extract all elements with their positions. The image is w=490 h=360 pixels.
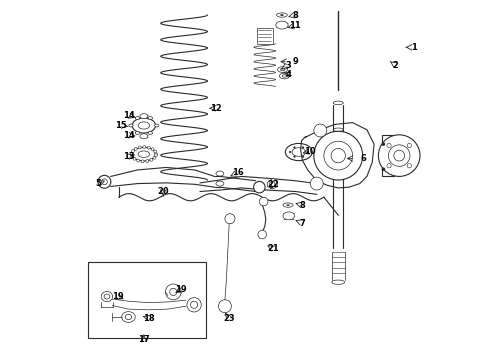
Text: 14: 14 (122, 131, 134, 140)
Circle shape (382, 142, 385, 146)
Circle shape (407, 143, 412, 148)
Text: 18: 18 (143, 314, 155, 323)
Ellipse shape (276, 13, 287, 17)
Circle shape (137, 159, 140, 162)
Circle shape (407, 163, 412, 168)
Text: 20: 20 (157, 187, 169, 196)
Circle shape (306, 151, 309, 153)
Circle shape (302, 146, 304, 148)
Circle shape (147, 146, 150, 149)
Text: 1: 1 (411, 43, 416, 52)
Ellipse shape (286, 204, 290, 206)
Circle shape (153, 156, 156, 159)
Circle shape (138, 146, 141, 149)
Text: 12: 12 (210, 104, 222, 113)
Text: 7: 7 (299, 219, 305, 228)
Circle shape (133, 157, 136, 160)
Circle shape (154, 154, 157, 157)
Ellipse shape (148, 131, 152, 134)
Circle shape (378, 135, 420, 176)
Ellipse shape (140, 114, 148, 119)
Circle shape (289, 151, 291, 153)
Circle shape (387, 143, 391, 148)
Ellipse shape (132, 118, 155, 133)
Ellipse shape (276, 21, 288, 29)
Text: 9: 9 (293, 57, 298, 66)
Circle shape (258, 230, 267, 239)
Text: 2: 2 (392, 61, 398, 70)
Ellipse shape (280, 14, 284, 16)
Polygon shape (267, 178, 277, 189)
Circle shape (219, 300, 231, 313)
Ellipse shape (122, 312, 135, 322)
Ellipse shape (140, 134, 148, 139)
Circle shape (98, 175, 111, 188)
Ellipse shape (283, 212, 294, 220)
Ellipse shape (135, 117, 140, 120)
Text: 5: 5 (95, 179, 101, 188)
Ellipse shape (101, 292, 113, 302)
Circle shape (294, 146, 295, 148)
Text: 14: 14 (122, 111, 134, 120)
Text: 19: 19 (112, 292, 123, 301)
Circle shape (154, 150, 157, 153)
Circle shape (143, 145, 146, 148)
Circle shape (382, 167, 385, 171)
Circle shape (130, 152, 133, 155)
Circle shape (387, 163, 391, 168)
Circle shape (141, 160, 144, 163)
Ellipse shape (278, 67, 288, 72)
Circle shape (187, 298, 201, 312)
Circle shape (166, 284, 181, 300)
Bar (382, 135, 394, 176)
Text: 10: 10 (304, 147, 316, 156)
Ellipse shape (216, 181, 224, 186)
Bar (88, 262, 206, 338)
Ellipse shape (155, 124, 159, 127)
Ellipse shape (132, 147, 155, 161)
Ellipse shape (129, 124, 133, 127)
Text: 15: 15 (116, 121, 127, 130)
Circle shape (254, 181, 265, 193)
Circle shape (225, 214, 235, 224)
Text: 13: 13 (122, 152, 134, 161)
Ellipse shape (283, 203, 293, 207)
Text: 22: 22 (268, 180, 280, 189)
Ellipse shape (285, 143, 312, 161)
Text: 4: 4 (285, 70, 291, 79)
Circle shape (151, 148, 154, 150)
Circle shape (146, 159, 148, 162)
Text: 17: 17 (138, 335, 149, 344)
Text: 8: 8 (293, 10, 298, 19)
Ellipse shape (279, 73, 290, 79)
Circle shape (131, 155, 134, 158)
Circle shape (155, 153, 157, 156)
Text: 3: 3 (285, 61, 291, 70)
Text: 11: 11 (289, 21, 301, 30)
Circle shape (314, 124, 327, 137)
Circle shape (134, 147, 137, 150)
Circle shape (259, 197, 268, 206)
Ellipse shape (135, 131, 140, 134)
Text: 16: 16 (232, 168, 244, 177)
Circle shape (150, 158, 153, 161)
Text: 8: 8 (299, 201, 305, 210)
Text: 19: 19 (175, 285, 187, 294)
Bar (257, 28, 272, 44)
Circle shape (310, 177, 323, 190)
Ellipse shape (216, 171, 224, 176)
Ellipse shape (104, 294, 110, 299)
Circle shape (294, 156, 295, 158)
Text: 23: 23 (223, 314, 235, 323)
Circle shape (302, 156, 304, 158)
Circle shape (314, 131, 363, 180)
Text: 21: 21 (267, 244, 279, 253)
Text: 6: 6 (361, 154, 367, 163)
Circle shape (131, 150, 134, 153)
Ellipse shape (148, 117, 152, 120)
